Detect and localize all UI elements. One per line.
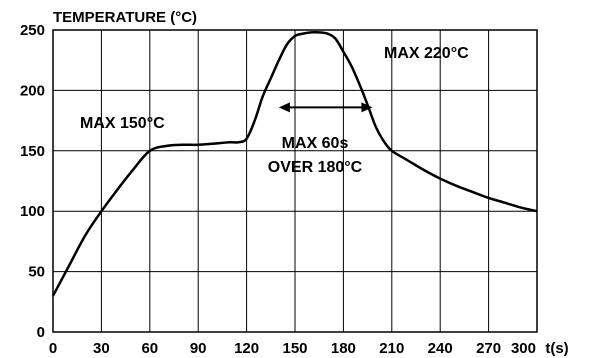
plot-frame — [52, 29, 538, 333]
y-axis-title: TEMPERATURE (°C) — [53, 9, 197, 26]
y-tick-label: 50 — [28, 264, 45, 281]
y-tick-label: 200 — [20, 82, 45, 99]
arrow-head-right — [361, 102, 373, 113]
annotation-over-180: OVER 180°C — [268, 159, 363, 176]
x-tick-label: 180 — [331, 340, 356, 357]
y-tick-labels: 0 50 100 150 200 250 — [20, 22, 45, 341]
x-tick-label: 0 — [49, 340, 57, 357]
x-tick-label: 210 — [379, 340, 404, 357]
x-tick-label: 270 — [476, 340, 501, 357]
x-tick-label: 120 — [234, 340, 259, 357]
x-tick-labels: 0 30 60 90 120 150 180 210 240 270 300 — [49, 340, 536, 357]
x-axis-title: t(s) — [545, 340, 568, 357]
x-tick-label: 240 — [428, 340, 453, 357]
x-tick-label: 60 — [141, 340, 158, 357]
x-tick-label: 30 — [93, 340, 110, 357]
y-tick-label: 0 — [37, 324, 45, 341]
temperature-curve — [51, 31, 538, 297]
annotation-max-220: MAX 220°C — [384, 45, 469, 62]
annotation-max-60s: MAX 60s — [282, 135, 349, 152]
y-tick-label: 100 — [20, 203, 45, 220]
y-tick-label: 150 — [20, 143, 45, 160]
annotation-max-150: MAX 150°C — [80, 115, 165, 132]
x-tick-label: 150 — [282, 340, 307, 357]
y-tick-label: 250 — [20, 22, 45, 39]
x-tick-label: 90 — [190, 340, 207, 357]
duration-arrow — [278, 102, 373, 113]
arrow-head-left — [278, 102, 290, 113]
x-tick-label: 300 — [511, 340, 536, 357]
